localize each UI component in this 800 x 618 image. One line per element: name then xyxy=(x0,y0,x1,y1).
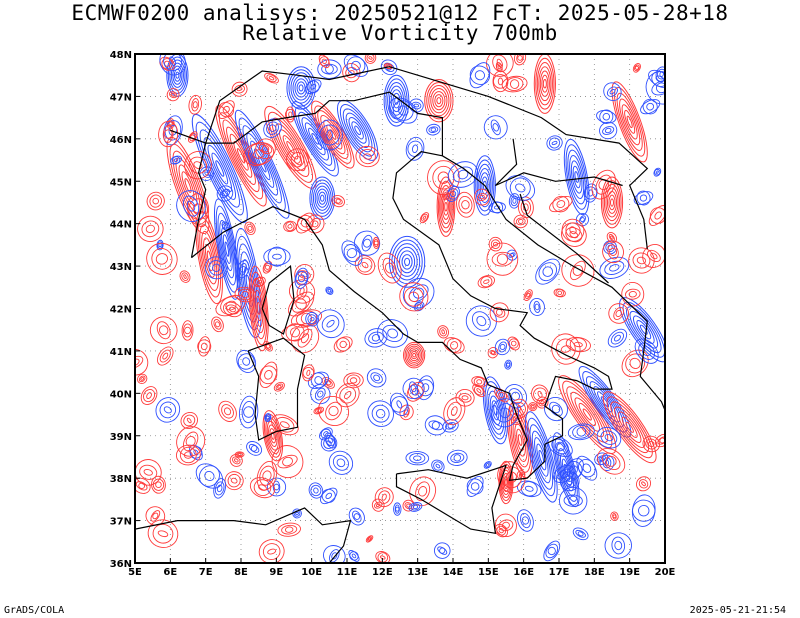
lat-tick-label: 40N xyxy=(110,389,132,400)
vorticity-contours xyxy=(135,54,665,563)
lon-tick-label: 15E xyxy=(478,567,499,578)
lon-tick-label: 16E xyxy=(513,567,534,578)
lon-tick-label: 17E xyxy=(549,567,570,578)
lon-tick-label: 14E xyxy=(443,567,464,578)
lat-tick-label: 46N xyxy=(110,135,132,146)
lon-tick-label: 5E xyxy=(128,567,142,578)
lon-tick-label: 7E xyxy=(199,567,213,578)
lon-tick-label: 11E xyxy=(337,567,358,578)
lon-tick-label: 19E xyxy=(619,567,640,578)
map-subtitle: Relative Vorticity 700mb xyxy=(242,21,558,45)
lon-tick-label: 8E xyxy=(234,567,248,578)
lat-tick-label: 44N xyxy=(110,220,132,231)
axis-ticks: 5E 6E 7E 8E 9E 10E 11E 12E 13E 14E 15E 16E 17E 18E 19E… xyxy=(110,50,676,578)
lat-tick-label: 43N xyxy=(110,262,132,273)
lon-tick-label: 20E xyxy=(655,567,676,578)
lat-tick-label: 41N xyxy=(110,347,132,358)
lon-tick-label: 6E xyxy=(163,567,177,578)
lon-tick-label: 10E xyxy=(301,567,322,578)
lon-tick-label: 9E xyxy=(269,567,283,578)
lat-tick-label: 36N xyxy=(110,559,132,570)
footer-credit: GrADS/COLA xyxy=(4,605,65,616)
lat-tick-label: 37N xyxy=(110,517,132,528)
lat-tick-label: 39N xyxy=(110,432,132,443)
lat-tick-label: 48N xyxy=(110,50,132,61)
lat-tick-label: 42N xyxy=(110,305,132,316)
lon-tick-label: 13E xyxy=(407,567,428,578)
coastlines xyxy=(135,66,665,563)
lat-lon-grid xyxy=(135,54,665,563)
lat-tick-label: 38N xyxy=(110,474,132,485)
lon-tick-label: 12E xyxy=(372,567,393,578)
lat-tick-label: 45N xyxy=(110,177,132,188)
map-title: ECMWF0200 analisys: 20250521@12 FcT: 202… xyxy=(71,1,729,25)
footer-timestamp: 2025-05-21-21:54 xyxy=(689,605,786,616)
lat-tick-label: 47N xyxy=(110,92,132,103)
lon-tick-label: 18E xyxy=(584,567,605,578)
